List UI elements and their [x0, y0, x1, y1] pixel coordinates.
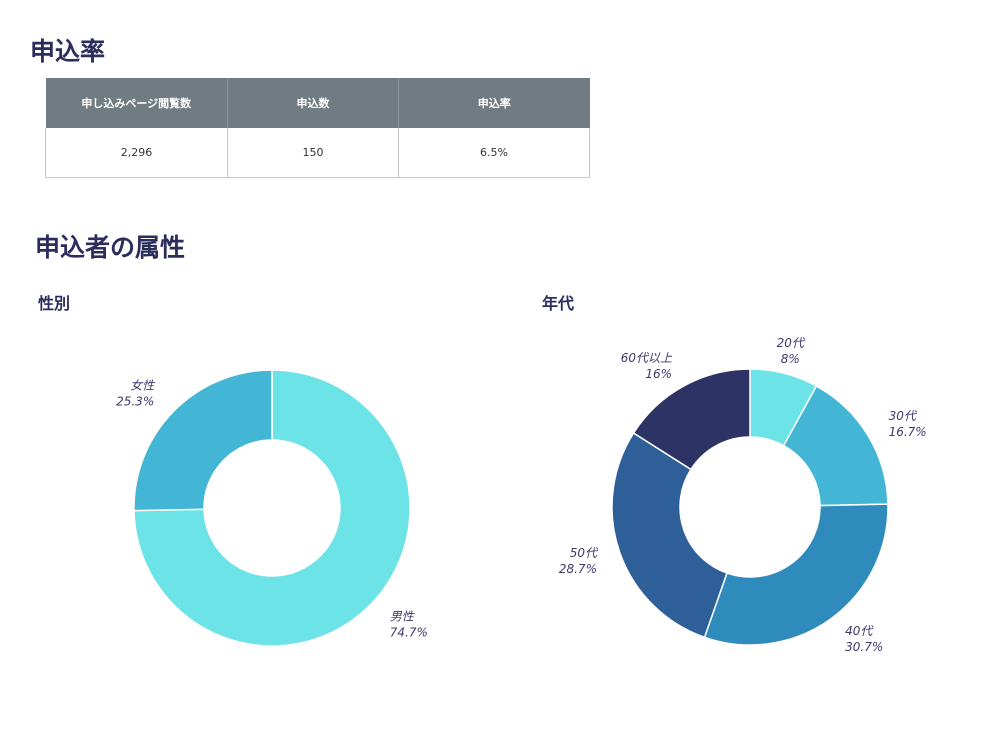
age-slice-3: [611, 431, 728, 639]
age-slice-4: [632, 368, 751, 471]
age-slice-value-0: 8%: [781, 352, 800, 366]
age-slice-label-0: 20代: [777, 336, 806, 350]
section-title-application-rate: 申込率: [30, 37, 106, 66]
cell-page-views: 2,296: [45, 128, 228, 178]
header-application-rate: 申込率: [398, 78, 590, 128]
age-slice-2: [703, 503, 889, 646]
gender-slice-label-1: 女性: [130, 378, 155, 392]
age-slice-value-2: 30.7%: [845, 640, 883, 654]
section-title-applicant-attributes: 申込者の属性: [35, 233, 186, 262]
age-slice-label-3: 50代: [570, 546, 599, 560]
age-slice-label-4: 60代以上: [621, 351, 673, 365]
age-chart-title: 年代: [542, 294, 575, 313]
gender-slice-label-0: 男性: [390, 610, 415, 624]
cell-application-rate: 6.5%: [398, 128, 590, 178]
header-page-views: 申し込みページ閲覧数: [45, 78, 228, 128]
table-row: 2,296 150 6.5%: [45, 128, 590, 178]
age-slice-value-3: 28.7%: [559, 562, 597, 576]
gender-slice-1: [133, 369, 273, 512]
gender-donut-chart: 男性 74.7% 女性 25.3%: [116, 369, 428, 647]
cell-applications: 150: [227, 128, 399, 178]
age-slice-value-4: 16%: [645, 367, 672, 381]
gender-slice-0: [133, 369, 411, 647]
application-rate-table: 申し込みページ閲覧数 申込数 申込率 2,296 150 6.5%: [45, 78, 590, 178]
age-donut-chart: 20代 8% 30代 16.7% 40代 30.7% 50代 28.7% 60代以上 16%: [559, 336, 927, 654]
age-slice-label-1: 30代: [889, 409, 918, 423]
table-header-row: 申し込みページ閲覧数 申込数 申込率: [45, 78, 590, 128]
gender-slice-value-1: 25.3%: [116, 394, 154, 408]
gender-chart-title: 性別: [38, 294, 71, 313]
header-applications: 申込数: [227, 78, 399, 128]
age-slice-value-1: 16.7%: [889, 425, 927, 439]
age-slice-label-2: 40代: [845, 624, 874, 638]
gender-slice-value-0: 74.7%: [390, 626, 428, 640]
